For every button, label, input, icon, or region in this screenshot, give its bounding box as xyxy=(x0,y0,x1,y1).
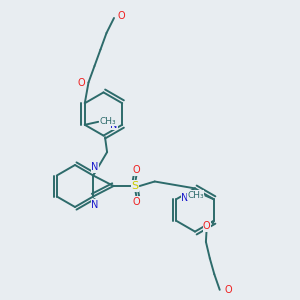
Text: O: O xyxy=(118,11,125,22)
Text: S: S xyxy=(132,181,139,191)
Text: CH₃: CH₃ xyxy=(100,117,116,126)
Text: N: N xyxy=(110,120,118,130)
Text: O: O xyxy=(133,196,140,207)
Text: N: N xyxy=(91,200,98,210)
Text: O: O xyxy=(224,285,232,295)
Text: N: N xyxy=(181,193,188,203)
Text: N: N xyxy=(91,162,98,172)
Text: O: O xyxy=(77,77,85,88)
Text: CH₃: CH₃ xyxy=(188,190,204,200)
Text: O: O xyxy=(203,221,211,231)
Text: O: O xyxy=(133,165,140,176)
